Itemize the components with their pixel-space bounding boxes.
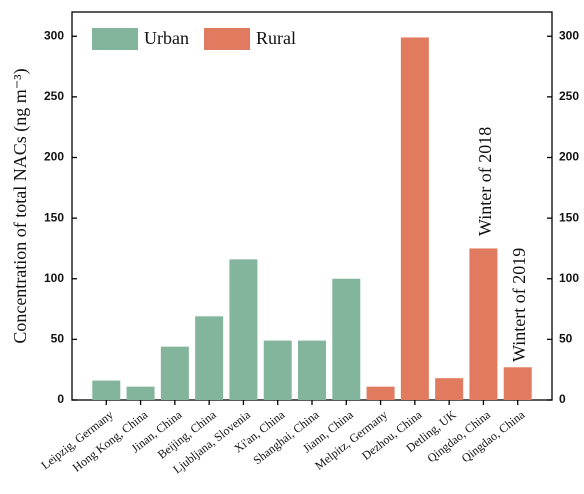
legend-label: Urban — [144, 28, 189, 48]
bar — [263, 340, 292, 400]
bar — [503, 367, 532, 400]
bar — [92, 380, 121, 400]
annotation: Winter of 2018 — [475, 127, 495, 236]
y2-tick-label: 150 — [559, 210, 579, 224]
legend-label: Rural — [256, 28, 296, 48]
bar — [298, 340, 326, 400]
bar — [160, 346, 189, 400]
y-tick-label: 100 — [44, 271, 64, 285]
y-tick-label: 50 — [51, 332, 65, 346]
legend-swatch — [204, 28, 250, 50]
y2-tick-label: 300 — [559, 28, 579, 42]
y-tick-label: 150 — [44, 210, 64, 224]
y2-tick-label: 250 — [559, 89, 579, 103]
y2-tick-label: 50 — [559, 332, 573, 346]
annotation: Wintert of 2019 — [509, 248, 529, 362]
y-axis-label: Concentration of total NACs (ng m⁻³) — [10, 68, 31, 343]
y2-tick-label: 200 — [559, 150, 579, 164]
bar — [366, 386, 395, 400]
bar — [195, 316, 224, 400]
legend-swatch — [92, 28, 138, 50]
bar — [126, 386, 155, 400]
y-tick-label: 200 — [44, 150, 64, 164]
bar — [435, 378, 464, 400]
y-tick-label: 300 — [44, 28, 64, 42]
bar — [400, 37, 429, 401]
y-tick-label: 250 — [44, 89, 64, 103]
y2-tick-label: 0 — [559, 392, 566, 406]
bar — [469, 248, 498, 400]
bar — [332, 278, 361, 400]
bar — [229, 259, 258, 400]
y-tick-label: 0 — [57, 392, 64, 406]
y2-tick-label: 100 — [559, 271, 579, 285]
